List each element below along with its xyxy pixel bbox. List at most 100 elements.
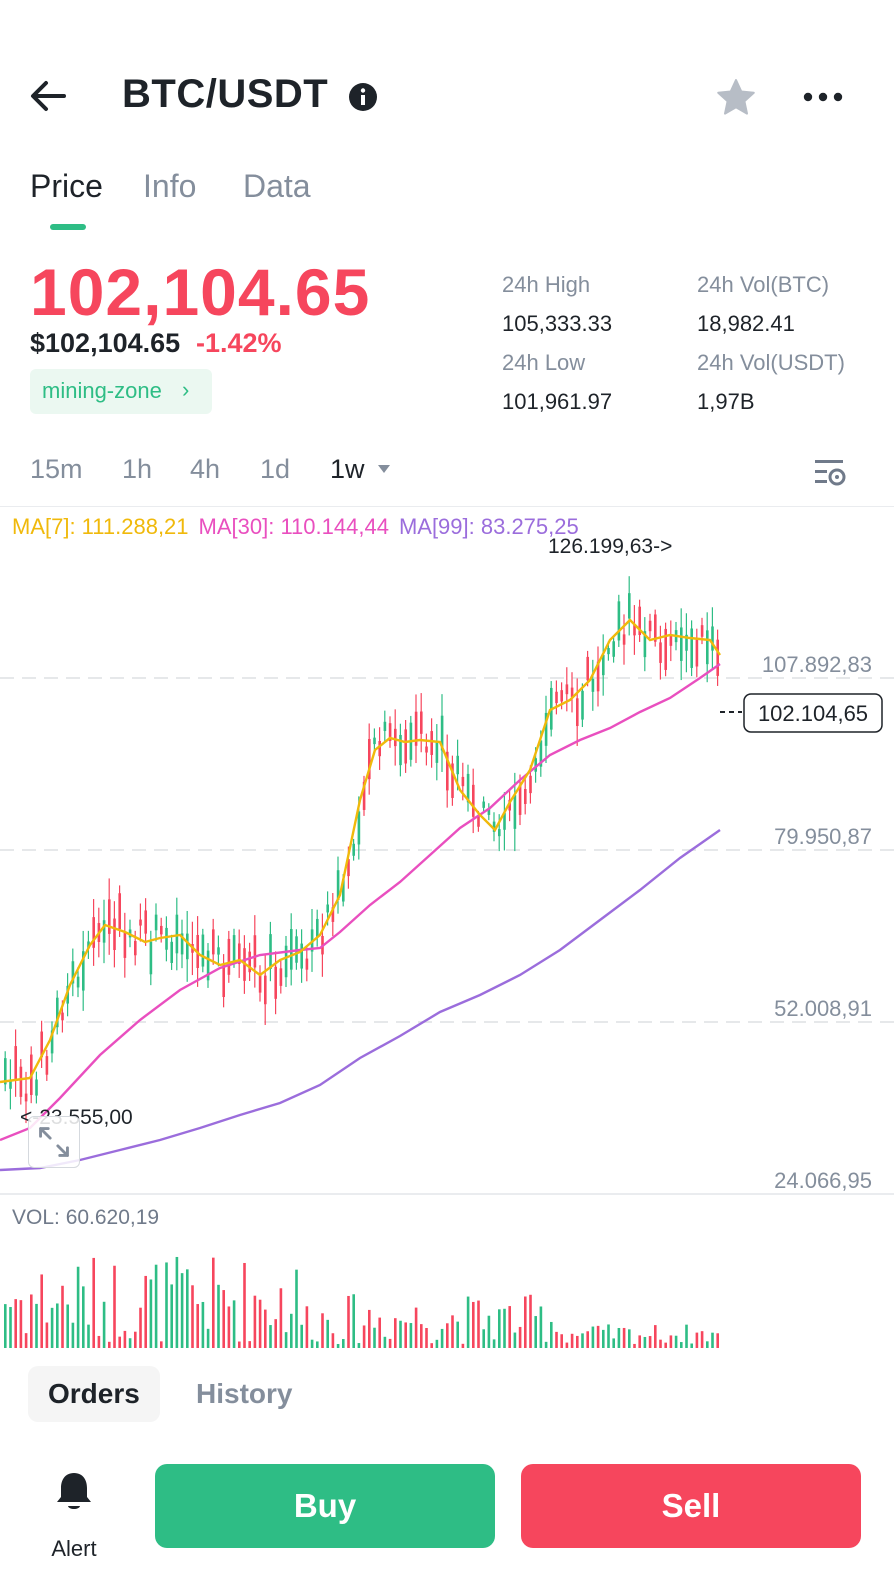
candle [87,941,90,949]
volume-bar [269,1325,272,1348]
volume-bar [82,1286,85,1348]
orders-tab-bar: Orders History [0,1360,894,1430]
volume-bar [175,1256,179,1348]
price-usd: $102,104.65 [30,328,181,358]
candle [284,945,288,978]
volume-bar [659,1339,662,1348]
chart-canvas[interactable]: 107.892,83 79.950,87 52.008,91 24.066,95… [0,530,894,1350]
volume-bar [503,1308,506,1348]
timeframe-1d[interactable]: 1d [260,454,291,484]
y-tick-label: 79.950,87 [774,824,872,849]
candle [118,893,121,930]
candle [201,934,205,967]
volume-bar [248,1341,251,1348]
volume-bar [212,1257,215,1348]
volume-bar [716,1333,719,1348]
volume-bar [362,1325,366,1348]
volume-bar [414,1307,418,1348]
volume-bar [472,1301,475,1348]
alert-label: Alert [51,1536,97,1561]
candle [654,614,657,642]
more-icon[interactable] [800,82,846,112]
volume-bar [700,1331,704,1348]
candle [706,630,709,665]
stat-vol-btc-value: 18,982.41 [697,311,795,336]
timeframe-1w[interactable]: 1w [330,454,365,484]
candle [258,974,262,993]
candle [347,859,350,877]
timeframe-4h[interactable]: 4h [190,454,221,484]
volume-bar [690,1343,693,1348]
volume-bar [227,1306,231,1348]
candle [669,635,673,646]
candle [711,626,714,651]
volume-bar [409,1323,413,1348]
volume-label: VOL: 60.620,19 [12,1206,159,1229]
candle [513,795,517,829]
candle [622,634,626,645]
expand-icon[interactable] [28,1116,80,1168]
volume-bar [487,1315,491,1348]
timeframe-15m[interactable]: 15m [30,454,83,484]
candle [342,879,345,902]
candle [305,958,309,970]
volume-bar [664,1342,667,1348]
candle [680,627,683,661]
sell-button[interactable]: Sell [521,1464,861,1548]
candle [24,1093,28,1102]
volume-bar [628,1329,631,1348]
volume-bar [191,1285,194,1348]
candle [456,755,459,775]
volume-bar [253,1295,257,1348]
tab-data[interactable]: Data [243,168,311,204]
volume-bar [295,1269,298,1348]
buy-button[interactable]: Buy [155,1464,495,1548]
volume-bar [196,1304,199,1348]
y-tick-label: 24.066,95 [774,1168,872,1193]
tab-orders[interactable]: Orders [28,1366,160,1422]
volume-bar [170,1284,173,1348]
alert-button[interactable]: Alert [34,1470,114,1561]
volume-bar [4,1304,7,1348]
candle [716,639,719,676]
candle [300,943,303,969]
price-chart[interactable]: 107.892,83 79.950,87 52.008,91 24.066,95… [0,530,894,1350]
current-price-box [743,693,883,733]
page-title: BTC/USDT [122,72,329,116]
chart-settings-icon[interactable] [812,454,848,490]
candle [451,763,454,798]
header: BTC/USDT [0,60,894,130]
volume-bar [518,1326,522,1348]
tab-history[interactable]: History [196,1378,293,1409]
star-icon[interactable] [714,76,758,120]
volume-bar [383,1336,387,1348]
volume-bar [76,1266,80,1348]
tab-info[interactable]: Info [143,168,197,204]
stat-low-label: 24h Low [502,350,586,375]
candle [9,1079,12,1089]
volume-bar [201,1301,205,1348]
volume-bar [305,1306,309,1348]
candle [518,784,522,815]
candle [50,1030,54,1054]
candle [92,917,95,948]
candle [477,815,480,827]
volume-bar [128,1338,132,1348]
volume-bar [232,1300,236,1348]
arrow-left-icon[interactable] [26,76,70,116]
volume-bar [550,1321,553,1348]
ma7-value: MA[7]: 111.288,21 [12,514,189,539]
volume-bar [555,1331,558,1348]
mining-zone-tag[interactable]: mining-zone › [30,369,212,414]
caret-down-icon[interactable] [377,464,391,474]
volume-bar [425,1328,428,1348]
volume-bar [570,1333,574,1348]
tab-price[interactable]: Price [30,168,103,204]
candle [274,966,277,999]
volume-bar [290,1313,293,1348]
info-icon[interactable] [348,82,378,112]
candle [461,776,465,787]
zone-label: mining-zone [42,378,162,403]
timeframe-1h[interactable]: 1h [122,454,153,484]
volume-bar [435,1339,439,1348]
